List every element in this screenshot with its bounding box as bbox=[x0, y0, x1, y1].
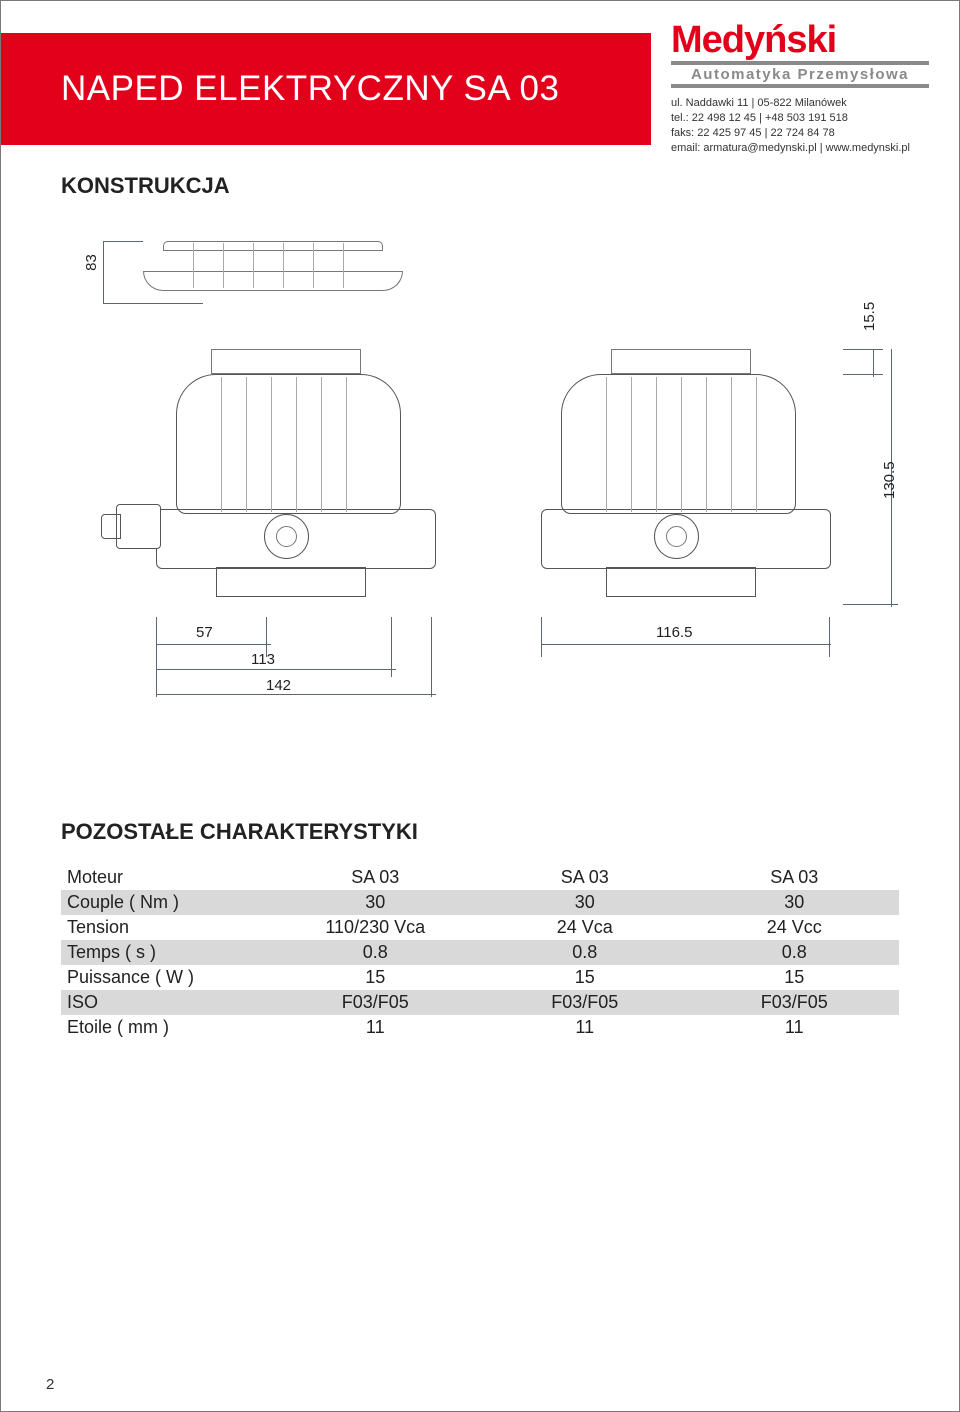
table-row: MoteurSA 03SA 03SA 03 bbox=[61, 865, 899, 890]
row-value: 15 bbox=[690, 965, 900, 990]
dim-left-57: 57 bbox=[196, 624, 213, 641]
banner-wrap: NAPED ELEKTRYCZNY SA 03 bbox=[1, 11, 651, 155]
row-label: ISO bbox=[61, 990, 271, 1015]
row-value: SA 03 bbox=[480, 865, 690, 890]
row-label: Moteur bbox=[61, 865, 271, 890]
dim-right-h1: 15.5 bbox=[861, 302, 878, 331]
table-row: Couple ( Nm )303030 bbox=[61, 890, 899, 915]
row-value: F03/F05 bbox=[690, 990, 900, 1015]
row-value: SA 03 bbox=[690, 865, 900, 890]
row-value: 30 bbox=[271, 890, 481, 915]
row-label: Couple ( Nm ) bbox=[61, 890, 271, 915]
row-label: Etoile ( mm ) bbox=[61, 1015, 271, 1040]
table-row: Tension110/230 Vca24 Vca24 Vcc bbox=[61, 915, 899, 940]
section-konstrukcja: KONSTRUKCJA bbox=[61, 173, 899, 199]
row-value: SA 03 bbox=[271, 865, 481, 890]
row-value: 30 bbox=[480, 890, 690, 915]
row-value: 24 Vcc bbox=[690, 915, 900, 940]
table-row: Temps ( s )0.80.80.8 bbox=[61, 940, 899, 965]
table-row: Etoile ( mm )111111 bbox=[61, 1015, 899, 1040]
row-value: 110/230 Vca bbox=[271, 915, 481, 940]
row-value: 0.8 bbox=[690, 940, 900, 965]
row-value: 15 bbox=[271, 965, 481, 990]
row-label: Puissance ( W ) bbox=[61, 965, 271, 990]
contact-info: ul. Naddawki 11 | 05-822 Milanówek tel.:… bbox=[671, 96, 929, 155]
brand-subtitle: Automatyka Przemysłowa bbox=[671, 61, 929, 88]
row-label: Temps ( s ) bbox=[61, 940, 271, 965]
dim-left-142: 142 bbox=[266, 677, 291, 694]
spec-table: MoteurSA 03SA 03SA 03Couple ( Nm )303030… bbox=[61, 865, 899, 1040]
dim-right-h2: 130.5 bbox=[881, 462, 898, 500]
row-value: 30 bbox=[690, 890, 900, 915]
header: NAPED ELEKTRYCZNY SA 03 Medyński Automat… bbox=[1, 1, 959, 155]
row-label: Tension bbox=[61, 915, 271, 940]
row-value: 0.8 bbox=[480, 940, 690, 965]
logo-block: Medyński Automatyka Przemysłowa ul. Nadd… bbox=[651, 11, 959, 155]
row-value: 11 bbox=[480, 1015, 690, 1040]
diagram-right-body bbox=[506, 349, 836, 604]
row-value: 0.8 bbox=[271, 940, 481, 965]
brand-logo: Medyński bbox=[671, 21, 929, 59]
section-pozostale: POZOSTAŁE CHARAKTERYSTYKI bbox=[61, 819, 899, 845]
title-banner: NAPED ELEKTRYCZNY SA 03 bbox=[1, 33, 651, 145]
diagram-left-cap bbox=[143, 241, 403, 303]
contact-tel: tel.: 22 498 12 45 | +48 503 191 518 bbox=[671, 111, 929, 126]
row-value: F03/F05 bbox=[480, 990, 690, 1015]
row-value: 11 bbox=[690, 1015, 900, 1040]
contact-fax: faks: 22 425 97 45 | 22 724 84 78 bbox=[671, 126, 929, 141]
row-value: 15 bbox=[480, 965, 690, 990]
contact-email: email: armatura@medynski.pl | www.medyns… bbox=[671, 141, 929, 156]
dim-left-113: 113 bbox=[251, 651, 275, 668]
technical-diagram: 83 bbox=[61, 219, 899, 779]
page-number: 2 bbox=[46, 1376, 54, 1393]
contact-address: ul. Naddawki 11 | 05-822 Milanówek bbox=[671, 96, 929, 111]
dim-right-width: 116.5 bbox=[656, 624, 692, 641]
page-title: NAPED ELEKTRYCZNY SA 03 bbox=[61, 69, 559, 109]
diagram-left-body bbox=[121, 349, 441, 604]
row-value: 11 bbox=[271, 1015, 481, 1040]
row-value: F03/F05 bbox=[271, 990, 481, 1015]
table-row: ISOF03/F05F03/F05F03/F05 bbox=[61, 990, 899, 1015]
table-row: Puissance ( W )151515 bbox=[61, 965, 899, 990]
row-value: 24 Vca bbox=[480, 915, 690, 940]
content: KONSTRUKCJA 83 bbox=[1, 155, 959, 1040]
dim-cap-height: 83 bbox=[83, 255, 100, 272]
